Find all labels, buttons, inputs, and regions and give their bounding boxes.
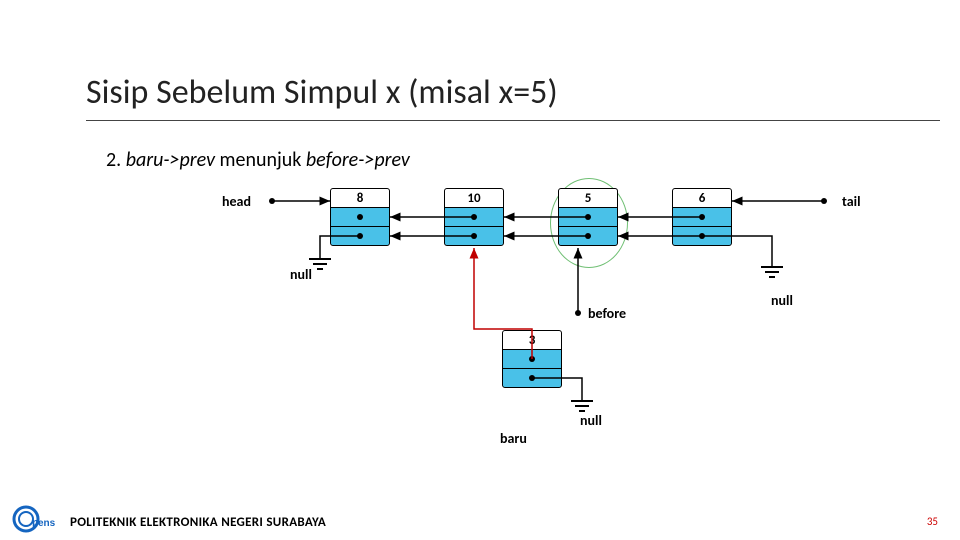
node-3-prev xyxy=(502,368,562,388)
node-10-value: 10 xyxy=(444,188,504,208)
node-3-value: 3 xyxy=(502,330,562,350)
step-ital1: baru->prev xyxy=(126,148,215,172)
label-head: head xyxy=(222,193,251,210)
title-underline xyxy=(86,120,940,121)
logo-pens: ens p xyxy=(12,504,60,534)
label-before: before xyxy=(588,305,626,322)
page-title: Sisip Sebelum Simpul x (misal x=5) xyxy=(86,72,558,113)
ground-right xyxy=(761,266,783,282)
node-10-prev xyxy=(444,226,504,246)
node-5-next xyxy=(558,207,618,227)
step-ital2: before->prev xyxy=(306,148,410,172)
step-mid: menunjuk xyxy=(215,148,306,172)
node-10-next xyxy=(444,207,504,227)
svg-text:ens: ens xyxy=(38,518,56,529)
node-6-value: 6 xyxy=(672,188,732,208)
node-6: 6 xyxy=(672,188,732,246)
ground-baru xyxy=(571,400,593,416)
title-text: Sisip Sebelum Simpul x (misal x=5) xyxy=(86,72,558,113)
label-null-right: null xyxy=(771,292,793,309)
step-description: 2. baru->prev menunjuk before->prev xyxy=(106,148,410,172)
label-baru: baru xyxy=(500,430,527,447)
svg-text:p: p xyxy=(32,517,39,529)
ground-left xyxy=(309,258,331,274)
node-6-prev xyxy=(672,226,732,246)
node-6-next xyxy=(672,207,732,227)
node-3: 3 xyxy=(502,330,562,388)
node-8-prev xyxy=(330,226,390,246)
node-10: 10 xyxy=(444,188,504,246)
node-8-next xyxy=(330,207,390,227)
node-8-value: 8 xyxy=(330,188,390,208)
node-8: 8 xyxy=(330,188,390,246)
node-5: 5 xyxy=(558,188,618,246)
label-tail: tail xyxy=(842,193,861,210)
footer-institution: POLITEKNIK ELEKTRONIKA NEGERI SURABAYA xyxy=(70,515,326,530)
step-prefix: 2. xyxy=(106,148,126,172)
node-5-prev xyxy=(558,226,618,246)
page-number: 35 xyxy=(927,515,938,528)
node-5-value: 5 xyxy=(558,188,618,208)
node-3-next xyxy=(502,349,562,369)
